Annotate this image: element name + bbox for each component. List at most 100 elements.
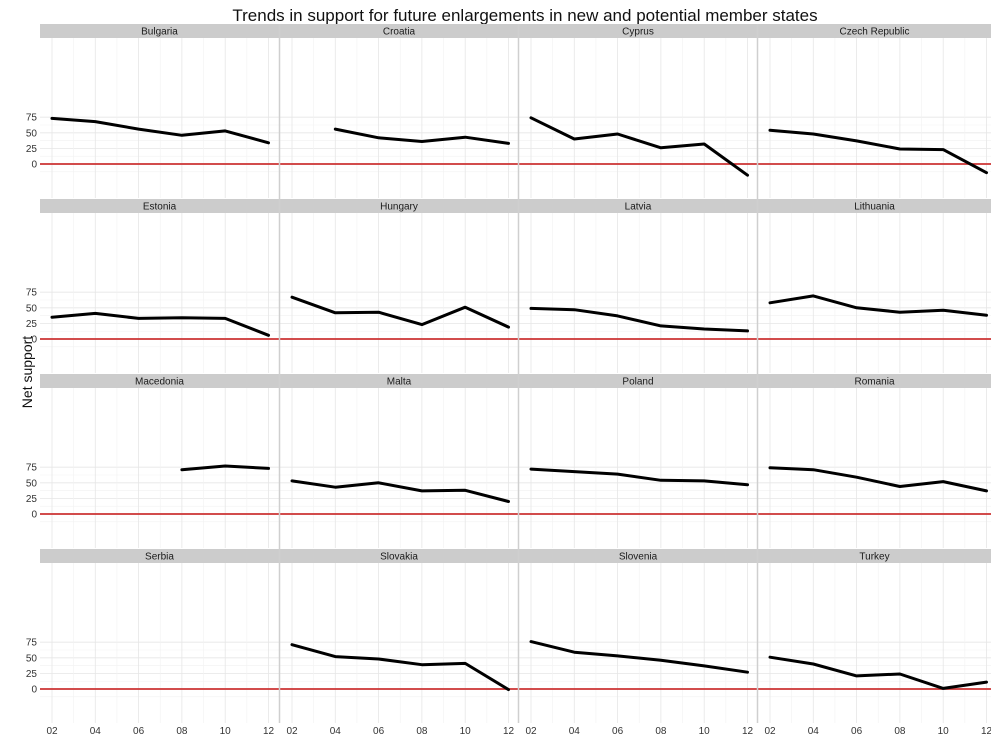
series-line-estonia xyxy=(50,311,270,337)
panel-background xyxy=(280,38,518,198)
series-line-bulgaria xyxy=(50,116,270,145)
series-line-turkey xyxy=(768,655,988,690)
x-tick-label: 12 xyxy=(981,726,991,737)
series-line-macedonia xyxy=(180,464,270,472)
strip-bulgaria xyxy=(40,24,279,38)
strip-label-macedonia: Macedonia xyxy=(135,377,184,388)
y-tick-label: 75 xyxy=(26,113,38,124)
x-tick-label: 06 xyxy=(612,726,624,737)
y-tick-label: 75 xyxy=(26,638,38,649)
panel-background xyxy=(519,38,757,198)
y-tick-label: 0 xyxy=(31,685,37,696)
panel-background xyxy=(758,213,991,373)
strip-label-slovenia: Slovenia xyxy=(619,552,658,563)
x-tick-label: 10 xyxy=(460,726,472,737)
strip-label-bulgaria: Bulgaria xyxy=(141,27,178,38)
series-line-lithuania xyxy=(768,294,988,317)
y-tick-label: 50 xyxy=(26,653,38,664)
x-tick-label: 06 xyxy=(373,726,385,737)
x-tick-label: 04 xyxy=(808,726,820,737)
y-tick-label: 75 xyxy=(26,463,38,474)
strip-malta xyxy=(280,374,518,388)
y-tick-label: 50 xyxy=(26,128,38,139)
strip-label-estonia: Estonia xyxy=(143,202,177,213)
panel-background xyxy=(758,563,991,723)
strip-label-czech-republic: Czech Republic xyxy=(839,27,909,38)
series-line-latvia xyxy=(529,306,749,333)
strip-croatia xyxy=(280,24,518,38)
panel-background xyxy=(280,563,518,723)
strip-slovenia xyxy=(519,549,757,563)
series-line-slovakia xyxy=(290,643,510,692)
y-tick-label: 0 xyxy=(31,160,37,171)
y-tick-label: 50 xyxy=(26,303,38,314)
strip-serbia xyxy=(40,549,279,563)
strip-label-hungary: Hungary xyxy=(380,202,418,213)
x-tick-label: 10 xyxy=(938,726,950,737)
y-tick-label: 25 xyxy=(26,669,38,680)
x-tick-label: 12 xyxy=(503,726,515,737)
panel-background xyxy=(519,563,757,723)
x-tick-label: 02 xyxy=(764,726,776,737)
x-tick-label: 02 xyxy=(46,726,58,737)
strip-label-malta: Malta xyxy=(387,377,412,388)
x-tick-label: 06 xyxy=(851,726,863,737)
strip-label-turkey: Turkey xyxy=(859,552,889,563)
strip-label-romania: Romania xyxy=(854,377,894,388)
strip-label-poland: Poland xyxy=(622,377,653,388)
chart-title: Trends in support for future enlargement… xyxy=(232,6,818,25)
strip-lithuania xyxy=(758,199,991,213)
strip-label-serbia: Serbia xyxy=(145,552,174,563)
y-tick-label: 25 xyxy=(26,319,38,330)
strip-poland xyxy=(519,374,757,388)
x-tick-label: 02 xyxy=(286,726,298,737)
strip-latvia xyxy=(519,199,757,213)
strip-label-slovakia: Slovakia xyxy=(380,552,418,563)
strip-label-latvia: Latvia xyxy=(625,202,652,213)
strip-turkey xyxy=(758,549,991,563)
y-tick-label: 50 xyxy=(26,478,38,489)
series-line-croatia xyxy=(333,127,510,145)
strip-czech-republic xyxy=(758,24,991,38)
strip-estonia xyxy=(40,199,279,213)
y-tick-label: 75 xyxy=(26,288,38,299)
panel-background xyxy=(519,388,757,548)
x-tick-label: 04 xyxy=(90,726,102,737)
y-tick-label: 25 xyxy=(26,494,38,505)
panel-background xyxy=(758,38,991,198)
series-line-slovenia xyxy=(529,640,749,674)
strip-slovakia xyxy=(280,549,518,563)
x-tick-label: 10 xyxy=(699,726,711,737)
panel-background xyxy=(519,213,757,373)
strip-cyprus xyxy=(519,24,757,38)
series-line-romania xyxy=(768,466,988,493)
series-line-malta xyxy=(290,479,510,503)
series-line-hungary xyxy=(290,295,510,329)
x-tick-label: 10 xyxy=(220,726,232,737)
y-tick-label: 0 xyxy=(31,335,37,346)
strip-hungary xyxy=(280,199,518,213)
series-line-poland xyxy=(529,467,749,487)
x-tick-label: 12 xyxy=(742,726,754,737)
panel-background xyxy=(280,213,518,373)
y-tick-label: 0 xyxy=(31,510,37,521)
strip-label-cyprus: Cyprus xyxy=(622,27,654,38)
strip-label-lithuania: Lithuania xyxy=(854,202,895,213)
series-line-cyprus xyxy=(529,116,749,177)
panel-background xyxy=(280,388,518,548)
strip-macedonia xyxy=(40,374,279,388)
panel-background xyxy=(40,38,279,198)
panel-background xyxy=(40,563,279,723)
strip-label-croatia: Croatia xyxy=(383,27,416,38)
strip-romania xyxy=(758,374,991,388)
y-tick-label: 25 xyxy=(26,144,38,155)
x-tick-label: 04 xyxy=(330,726,342,737)
x-tick-label: 04 xyxy=(569,726,581,737)
series-line-czech-republic xyxy=(768,128,988,175)
x-tick-label: 12 xyxy=(263,726,275,737)
x-tick-label: 08 xyxy=(416,726,428,737)
panel-background xyxy=(40,213,279,373)
x-tick-label: 08 xyxy=(655,726,667,737)
x-tick-label: 02 xyxy=(525,726,537,737)
